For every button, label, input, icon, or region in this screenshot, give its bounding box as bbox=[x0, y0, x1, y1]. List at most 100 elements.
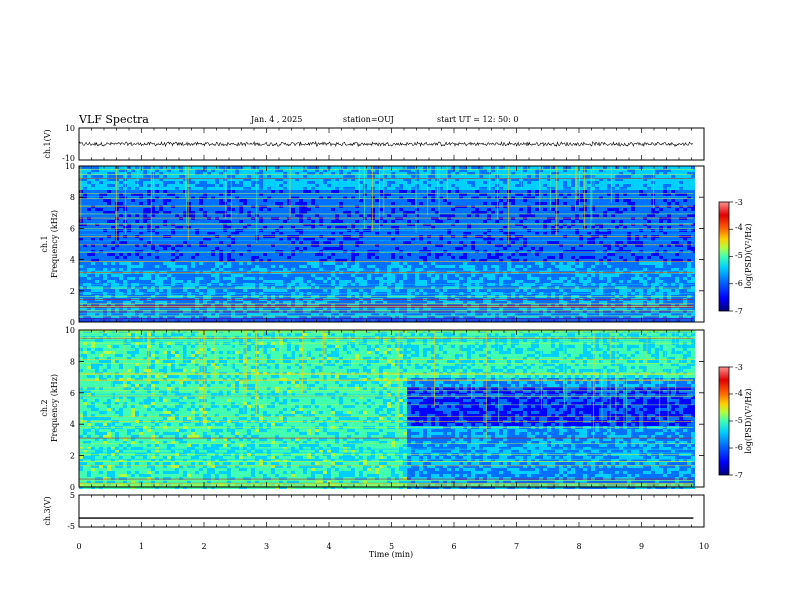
spectrogram-cell bbox=[511, 205, 515, 208]
spectrogram-cell bbox=[355, 208, 359, 211]
spectrogram-cell bbox=[115, 169, 119, 172]
spectrogram-cell bbox=[223, 175, 227, 178]
spectrogram-cell bbox=[179, 166, 183, 169]
spectrogram-cell bbox=[99, 256, 103, 259]
spectrogram-cell bbox=[439, 253, 443, 256]
spectrogram-cell bbox=[227, 220, 231, 223]
spectrogram-cell bbox=[627, 172, 631, 175]
spectrogram-cell bbox=[347, 208, 351, 211]
spectrogram-cell bbox=[239, 175, 243, 178]
spectrogram-cell bbox=[663, 181, 667, 184]
spectrogram-cell bbox=[387, 193, 391, 196]
spectrogram-cell bbox=[371, 211, 375, 214]
spectrogram-cell bbox=[631, 232, 635, 235]
spectrogram-cell bbox=[459, 190, 463, 193]
spectrogram-cell bbox=[375, 226, 379, 229]
spectrogram-cell bbox=[675, 253, 679, 256]
spectrogram-cell bbox=[559, 217, 563, 220]
spectrogram-cell bbox=[115, 241, 119, 244]
spectrogram-cell bbox=[655, 253, 659, 256]
spectrogram-cell bbox=[299, 259, 303, 262]
spectrogram-cell bbox=[683, 247, 687, 250]
date-label: Jan. 4 , 2025 bbox=[250, 115, 302, 124]
spectrogram-cell bbox=[155, 184, 159, 187]
spectrogram-cell bbox=[179, 217, 183, 220]
spectrogram-cell bbox=[483, 208, 487, 211]
spectrogram-cell bbox=[267, 169, 271, 172]
spectrogram-cell bbox=[647, 205, 651, 208]
spectrogram-cell bbox=[483, 181, 487, 184]
spectrogram-cell bbox=[107, 241, 111, 244]
spectrogram-cell bbox=[203, 178, 207, 181]
spectrogram-cell bbox=[623, 181, 627, 184]
spectrogram-cell bbox=[471, 178, 475, 181]
spectrogram-cell bbox=[339, 166, 343, 169]
spectrogram-cell bbox=[163, 238, 167, 241]
spectrogram-cell bbox=[139, 244, 143, 247]
spectrogram-cell bbox=[339, 226, 343, 229]
spectrogram-cell bbox=[659, 193, 663, 196]
spectrogram-cell bbox=[391, 184, 395, 187]
spectrogram-cell bbox=[467, 220, 471, 223]
spectrogram-cell bbox=[627, 187, 631, 190]
spectrogram-cell bbox=[667, 247, 671, 250]
spectrogram-cell bbox=[651, 190, 655, 193]
spectrogram-cell bbox=[379, 199, 383, 202]
spectrogram-cell bbox=[651, 211, 655, 214]
spectrogram-cell bbox=[491, 253, 495, 256]
spectrogram-cell bbox=[687, 178, 691, 181]
spectrogram-cell bbox=[683, 217, 687, 220]
spectrogram-cell bbox=[535, 253, 539, 256]
spectrogram-cell bbox=[467, 205, 471, 208]
spectrogram-cell bbox=[551, 256, 555, 259]
spectrogram-cell bbox=[235, 166, 239, 169]
spectrogram-cell bbox=[451, 253, 455, 256]
spectrogram-cell bbox=[87, 232, 91, 235]
spectrogram-cell bbox=[591, 232, 595, 235]
spectrogram-cell bbox=[287, 244, 291, 247]
spectrogram-cell bbox=[167, 259, 171, 262]
spectrogram-cell bbox=[675, 187, 679, 190]
spectrogram-cell bbox=[247, 226, 251, 229]
spectrogram-cell bbox=[147, 202, 151, 205]
spectrogram-cell bbox=[339, 181, 343, 184]
spectrogram-cell bbox=[411, 172, 415, 175]
spectrogram-cell bbox=[155, 256, 159, 259]
spectrogram-cell bbox=[587, 220, 591, 223]
spectrogram-cell bbox=[259, 214, 263, 217]
spectrogram-cell bbox=[215, 238, 219, 241]
spectrogram-cell bbox=[255, 247, 259, 250]
spectrogram-cell bbox=[175, 256, 179, 259]
spectrogram-cell bbox=[443, 199, 447, 202]
spectrogram-cell bbox=[111, 166, 115, 169]
spectrogram-cell bbox=[107, 226, 111, 229]
spectrogram-cell bbox=[107, 256, 111, 259]
spectrogram-cell bbox=[523, 193, 527, 196]
spectrogram-cell bbox=[287, 190, 291, 193]
spectrogram-cell bbox=[403, 166, 407, 169]
spectrogram-cell bbox=[259, 202, 263, 205]
spectrogram-cell bbox=[523, 190, 527, 193]
spectrogram-cell bbox=[471, 196, 475, 199]
spectrogram-cell bbox=[359, 181, 363, 184]
spectrogram-cell bbox=[187, 193, 191, 196]
spectrogram-cell bbox=[455, 187, 459, 190]
spectrogram-cell bbox=[379, 214, 383, 217]
spectrogram-cell bbox=[267, 226, 271, 229]
spectrogram-cell bbox=[387, 190, 391, 193]
spectrogram-cell bbox=[579, 238, 583, 241]
spectrogram-cell bbox=[639, 202, 643, 205]
spectrogram-cell bbox=[663, 205, 667, 208]
spectrogram-cell bbox=[619, 217, 623, 220]
spectrogram-cell bbox=[531, 208, 535, 211]
spectrogram-cell bbox=[615, 205, 619, 208]
spectrogram-cell bbox=[623, 172, 627, 175]
spectrogram-cell bbox=[283, 196, 287, 199]
spectrogram-cell bbox=[439, 247, 443, 250]
spectrogram-cell bbox=[611, 205, 615, 208]
spectrogram-cell bbox=[639, 232, 643, 235]
spectrogram-cell bbox=[175, 190, 179, 193]
spectrogram-cell bbox=[659, 175, 663, 178]
spectrogram-cell bbox=[647, 184, 651, 187]
spectrogram-cell bbox=[375, 202, 379, 205]
